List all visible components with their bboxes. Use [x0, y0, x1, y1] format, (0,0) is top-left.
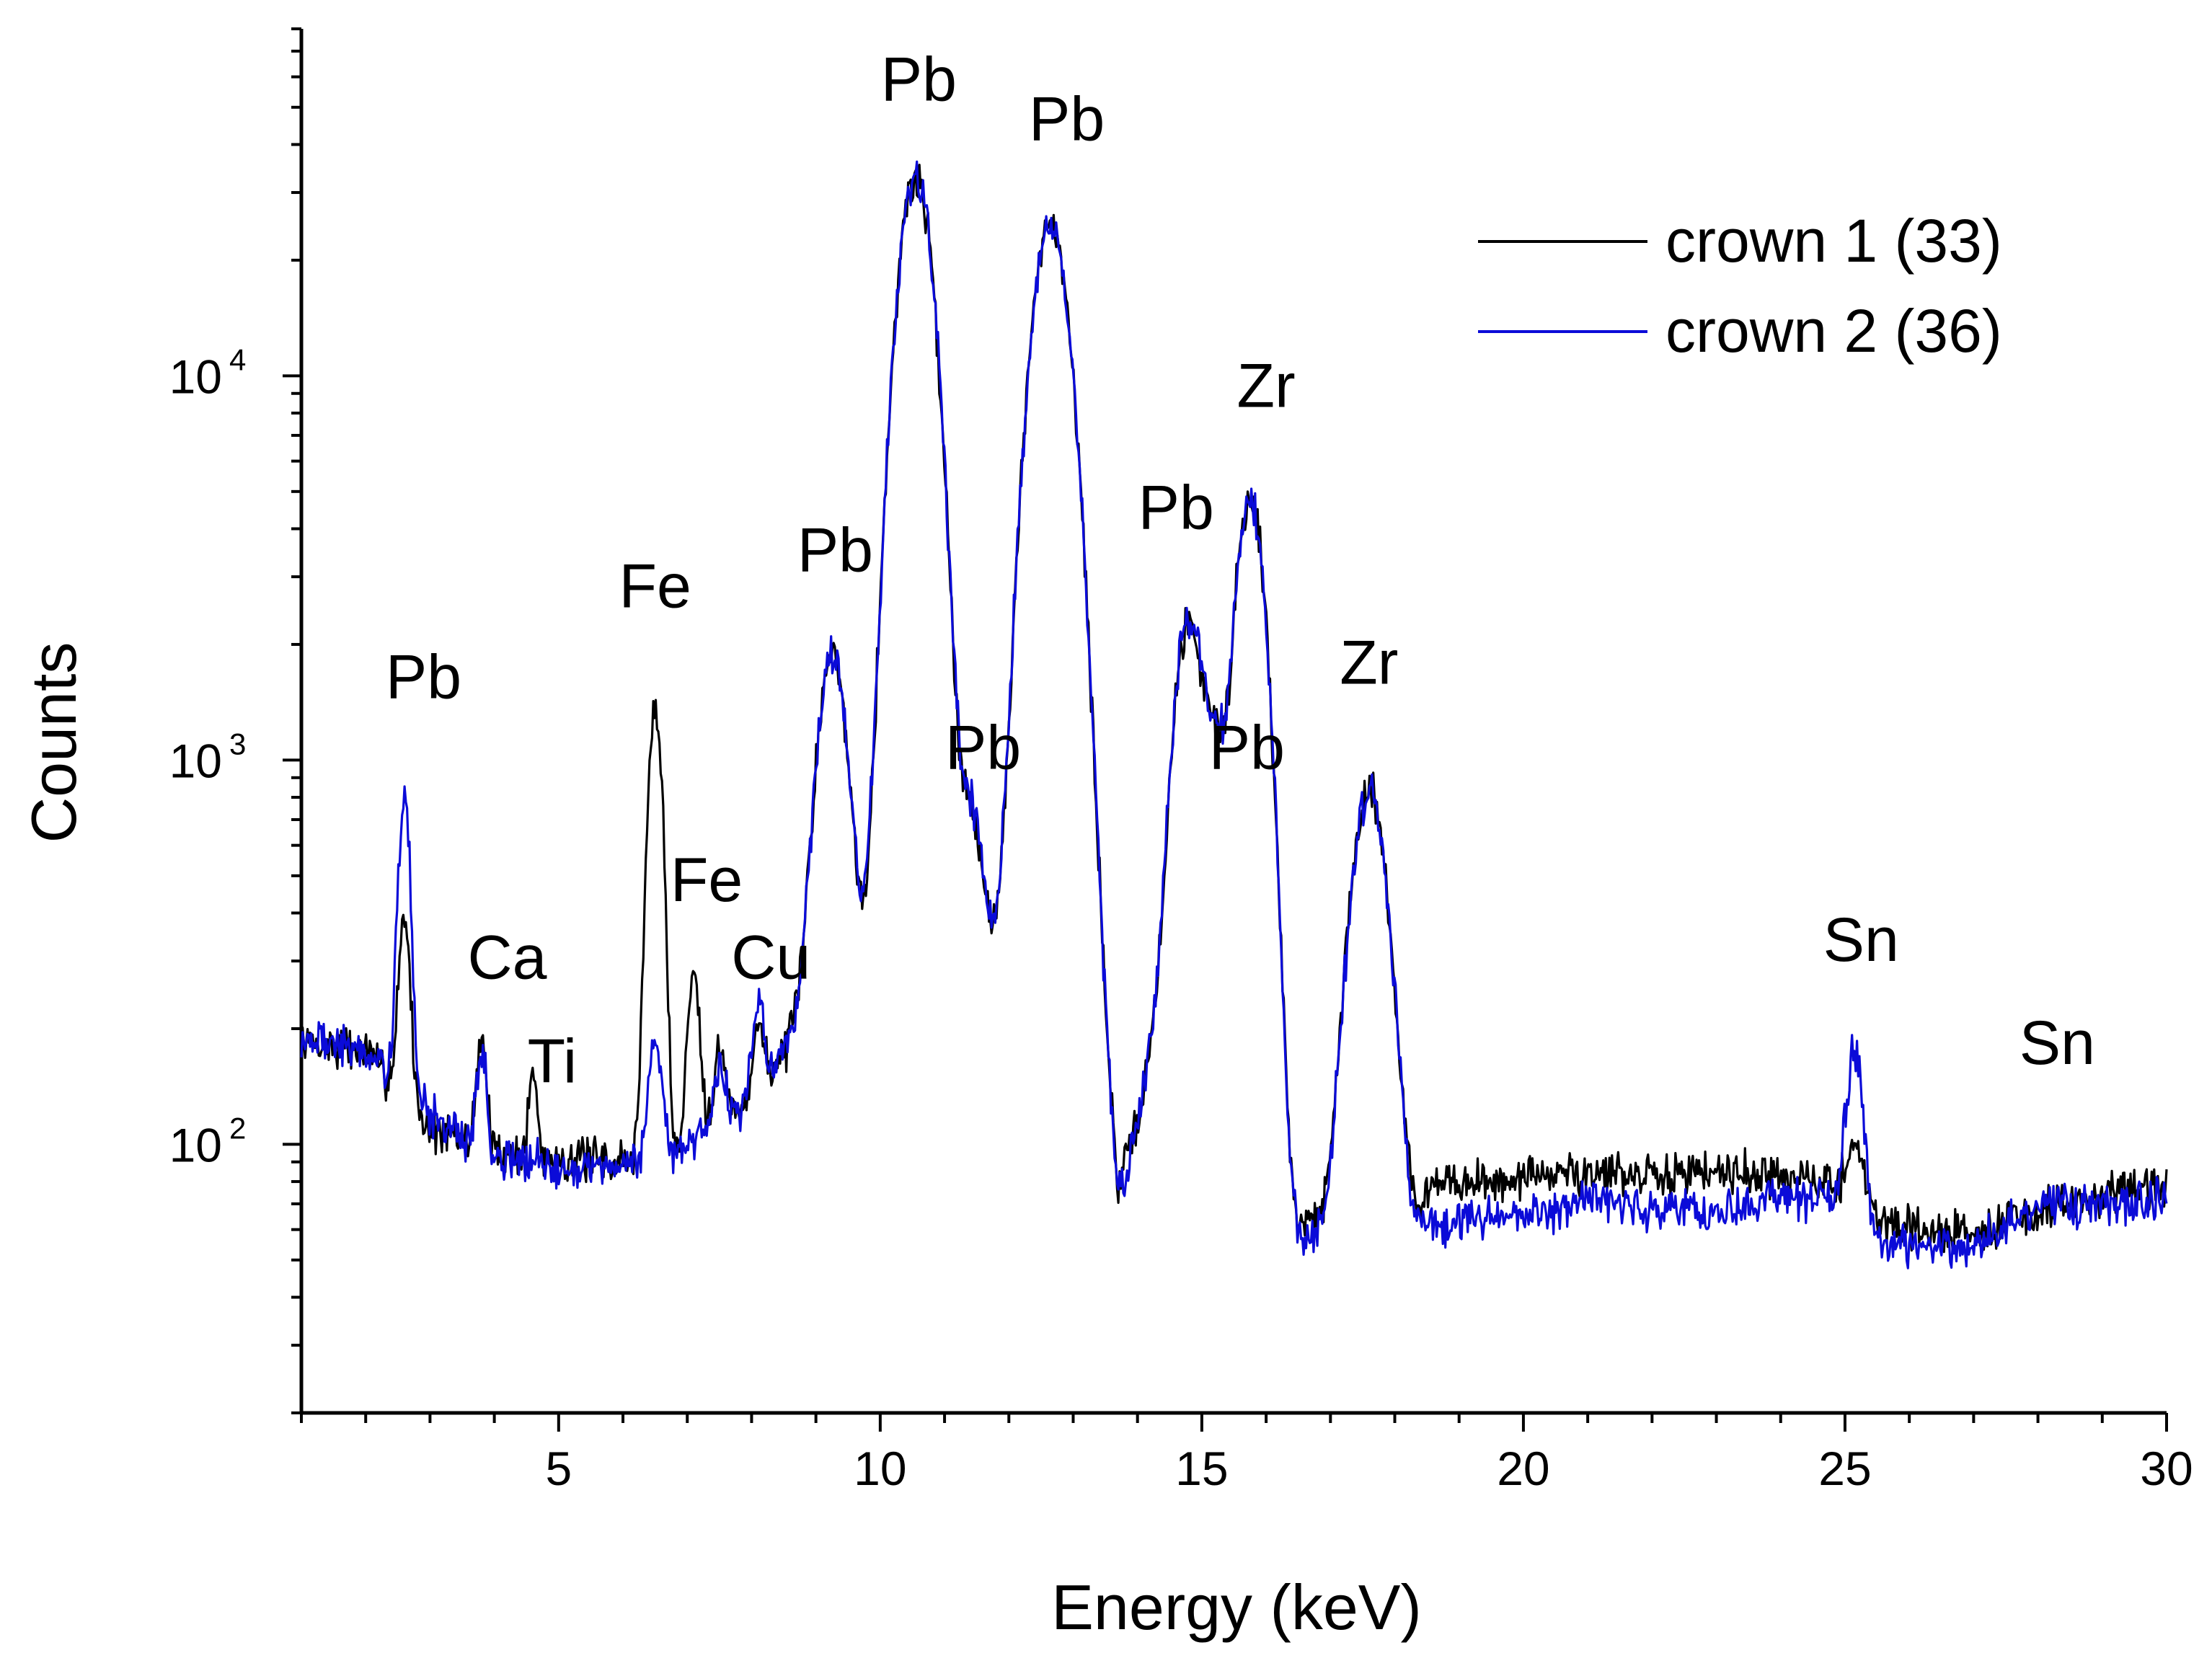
peak-label: Zr	[1340, 629, 1398, 698]
series-line-2	[300, 160, 2168, 1269]
peak-label: Fe	[671, 846, 743, 915]
x-tick-label: 20	[1497, 1442, 1549, 1495]
y-tick-exponent: 3	[229, 727, 246, 761]
peak-label: Pb	[1209, 713, 1285, 782]
peak-label: Ti	[528, 1027, 577, 1096]
x-axis-title: Energy (keV)	[1051, 1571, 1422, 1643]
peak-label: Pb	[1138, 473, 1214, 542]
y-tick-label: 10	[169, 1118, 222, 1171]
peak-annotations: Pb Ca Ti Fe Fe Cu Pb Pb Pb Pb Pb Pb Zr Zr Sn Sn	[386, 45, 2095, 1096]
peak-label: Pb	[881, 45, 957, 115]
x-tick-label: 15	[1175, 1442, 1228, 1495]
peak-label: Pb	[797, 515, 873, 585]
peak-label: Pb	[945, 713, 1021, 782]
peak-label: Cu	[731, 923, 810, 993]
peak-label: Sn	[2019, 1008, 2095, 1078]
x-tick-label: 25	[1818, 1442, 1871, 1495]
y-tick-label: 10	[169, 734, 222, 787]
legend-label-1: crown 1 (33)	[1665, 207, 2002, 275]
peak-label: Sn	[1823, 905, 1899, 975]
peak-label: Zr	[1237, 352, 1296, 421]
y-tick-label: 10	[169, 350, 222, 403]
peak-label: Pb	[1029, 85, 1105, 154]
x-tick-label: 30	[2140, 1442, 2193, 1495]
y-tick-exponent: 2	[229, 1111, 246, 1145]
x-tick-label: 5	[545, 1442, 572, 1495]
legend-label-2: crown 2 (36)	[1665, 297, 2002, 365]
series-layer	[300, 160, 2168, 1269]
peak-label: Ca	[467, 923, 547, 993]
plot-axes: 10 210 310 45 10 15 20 25 30	[169, 27, 2193, 1495]
y-axis-title: Counts	[18, 642, 89, 843]
x-tick-label: 10	[854, 1442, 906, 1495]
peak-label: Pb	[386, 642, 461, 711]
y-tick-exponent: 4	[229, 342, 246, 376]
legend: crown 1 (33) crown 2 (36)	[1478, 207, 2002, 365]
peak-label: Fe	[619, 551, 691, 621]
